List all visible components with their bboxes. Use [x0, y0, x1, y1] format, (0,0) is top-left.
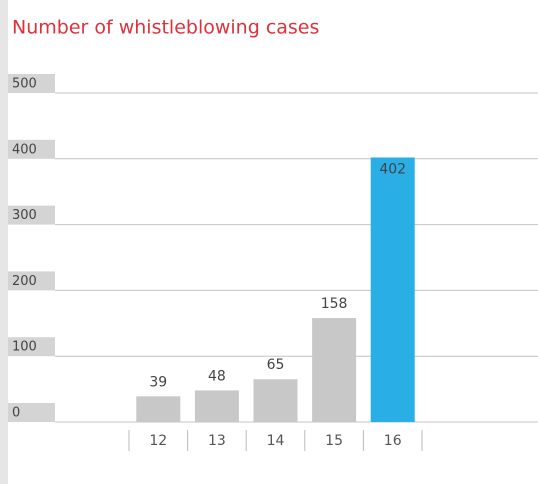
y-tick-box [8, 403, 55, 422]
bar [253, 379, 298, 422]
bar [136, 396, 181, 422]
x-tick-label: 12 [149, 433, 167, 449]
x-tick-label: 13 [208, 433, 226, 449]
chart-title: Number of whistleblowing cases [12, 17, 319, 39]
x-tick-label: 15 [325, 433, 343, 449]
y-tick-label: 200 [12, 274, 37, 289]
y-tick-label: 0 [12, 406, 20, 421]
bar [194, 390, 239, 422]
value-label: 65 [267, 357, 285, 373]
x-tick-label: 14 [267, 433, 285, 449]
value-label: 48 [208, 368, 226, 384]
y-tick-box [8, 205, 55, 225]
bar [312, 318, 357, 422]
y-tick-label: 500 [12, 77, 37, 92]
y-tick-label: 100 [12, 340, 37, 355]
bar [370, 157, 415, 422]
x-tick-label: 16 [384, 433, 402, 449]
y-tick-box [8, 271, 55, 291]
value-label: 402 [379, 161, 406, 177]
y-tick-box [8, 74, 55, 93]
value-label: 158 [321, 296, 348, 312]
y-tick-label: 400 [12, 142, 37, 157]
value-label: 39 [149, 374, 167, 390]
y-tick-box [8, 139, 55, 159]
left-strip [0, 0, 8, 484]
y-tick-box [8, 337, 55, 357]
y-tick-label: 300 [12, 208, 37, 223]
